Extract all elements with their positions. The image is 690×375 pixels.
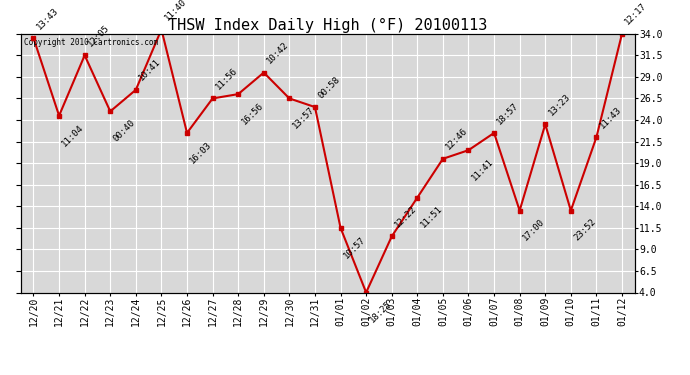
Text: 00:58: 00:58: [316, 75, 342, 100]
Text: 16:03: 16:03: [188, 140, 214, 165]
Text: 11:43: 11:43: [598, 105, 623, 130]
Text: 13:23: 13:23: [546, 92, 572, 117]
Title: THSW Index Daily High (°F) 20100113: THSW Index Daily High (°F) 20100113: [168, 18, 487, 33]
Text: 18:25: 18:25: [367, 299, 393, 325]
Text: 00:40: 00:40: [112, 118, 137, 144]
Text: 13:43: 13:43: [34, 6, 60, 31]
Text: 12:22: 12:22: [393, 204, 418, 230]
Text: 12:17: 12:17: [623, 2, 649, 27]
Text: 16:56: 16:56: [239, 101, 265, 126]
Text: 12:05: 12:05: [86, 23, 111, 48]
Text: 10:41: 10:41: [137, 57, 162, 83]
Text: 11:41: 11:41: [470, 157, 495, 183]
Text: 23:52: 23:52: [572, 217, 598, 243]
Text: 11:40: 11:40: [163, 0, 188, 22]
Text: 13:57: 13:57: [290, 105, 316, 131]
Text: 11:51: 11:51: [419, 204, 444, 230]
Text: 11:04: 11:04: [60, 123, 86, 148]
Text: 18:57: 18:57: [495, 100, 521, 126]
Text: Copyright 2010 Cartronics.com: Copyright 2010 Cartronics.com: [23, 38, 158, 46]
Text: 17:00: 17:00: [521, 217, 546, 243]
Text: 11:56: 11:56: [214, 66, 239, 92]
Text: 10:42: 10:42: [265, 40, 290, 66]
Text: 10:57: 10:57: [342, 235, 367, 260]
Text: 12:46: 12:46: [444, 126, 469, 152]
